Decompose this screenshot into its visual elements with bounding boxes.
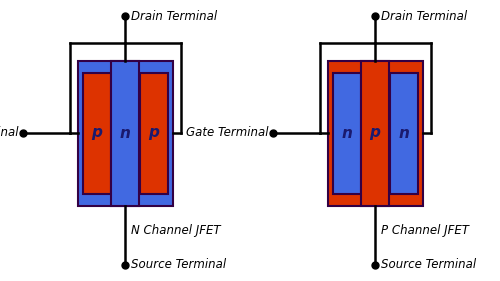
Bar <box>361 60 389 205</box>
Bar <box>78 60 172 205</box>
Text: p: p <box>91 126 102 140</box>
Bar <box>332 72 360 194</box>
Text: N Channel JFET: N Channel JFET <box>131 224 220 237</box>
Text: Source Terminal: Source Terminal <box>381 259 476 271</box>
Bar <box>111 60 139 205</box>
Bar <box>328 60 422 205</box>
Bar <box>140 72 168 194</box>
Bar <box>390 72 417 194</box>
Text: n: n <box>120 126 130 140</box>
Text: Drain Terminal: Drain Terminal <box>131 10 217 22</box>
Text: p: p <box>148 126 159 140</box>
Bar <box>82 72 110 194</box>
Text: p: p <box>370 126 380 140</box>
Text: Drain Terminal: Drain Terminal <box>381 10 467 22</box>
Text: Source Terminal: Source Terminal <box>131 259 226 271</box>
Text: Gate Terminal: Gate Terminal <box>186 126 268 139</box>
Text: Gate Terminal: Gate Terminal <box>0 126 18 139</box>
Text: P Channel JFET: P Channel JFET <box>381 224 469 237</box>
Text: n: n <box>398 126 409 140</box>
Text: n: n <box>341 126 352 140</box>
